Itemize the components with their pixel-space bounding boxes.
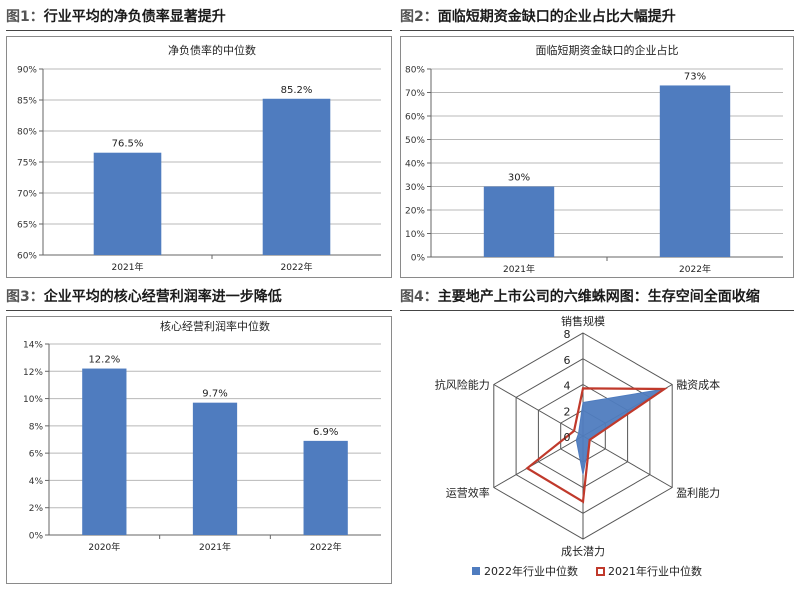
radar-axis-label: 融资成本 — [676, 378, 720, 392]
figure-number: 图4： — [400, 289, 438, 305]
y-tick-label: 12% — [23, 368, 43, 378]
chart-frame: 净负债率的中位数 60% 65% 70% 75% 80% 85% 90% 76.5% 2021年 8… — [6, 36, 392, 278]
bar — [192, 402, 238, 535]
bar-chart-net-debt: 净负债率的中位数 60% 65% 70% 75% 80% 85% 90% 76.5% 2021年 8… — [17, 43, 381, 273]
y-tick-label: 70% — [405, 89, 425, 99]
panel-net-debt-ratio: 图1：行业平均的净负债率显著提升 净负债率的中位数 60% 65% 70% 75% 80%… — [6, 6, 392, 278]
bar — [93, 152, 162, 255]
title-rule — [400, 310, 794, 311]
chart-frame: 核心经营利润率中位数 0% 2% 4% 6% 8% 10% 12% 14% 12.2% 2020年 9… — [6, 316, 392, 584]
panel-title: 图4：主要地产上市公司的六维蛛网图：生存空间全面收缩 — [400, 286, 794, 308]
data-label: 6.9% — [313, 427, 338, 438]
radar-axis-label: 销售规模 — [561, 314, 605, 328]
data-label: 30% — [508, 173, 530, 184]
panel-title: 图3：企业平均的核心经营利润率进一步降低 — [6, 286, 392, 308]
bar — [659, 85, 731, 257]
y-tick-label: 10% — [405, 230, 425, 240]
panel-funding-gap: 图2：面临短期资金缺口的企业占比大幅提升 面临短期资金缺口的企业占比 0% 10% 2… — [400, 6, 794, 278]
panel-title: 图1：行业平均的净负债率显著提升 — [6, 6, 392, 28]
bar — [483, 186, 555, 257]
bar — [262, 98, 331, 255]
chart-title: 面临短期资金缺口的企业占比 — [536, 43, 679, 57]
radar-axis-label: 成长潜力 — [561, 544, 605, 558]
title-rule — [400, 30, 794, 31]
bar — [82, 368, 127, 535]
radar-spoke — [493, 384, 584, 437]
legend-label: 2021年行业中位数 — [608, 564, 702, 578]
radar-spoke — [582, 435, 673, 488]
y-tick-label: 40% — [405, 160, 425, 170]
x-tick-label: 2022年 — [679, 263, 711, 275]
y-tick-label: 60% — [405, 113, 425, 123]
y-tick-label: 85% — [17, 97, 37, 107]
radar-series-polygon — [575, 388, 665, 475]
radar-tick-label: 2 — [564, 405, 571, 418]
x-tick-label: 2022年 — [281, 261, 313, 273]
y-tick-label: 80% — [405, 66, 425, 76]
panel-profit-margin: 图3：企业平均的核心经营利润率进一步降低 核心经营利润率中位数 0% 2% 4% 6% 8… — [6, 286, 392, 584]
y-tick-label: 75% — [17, 159, 37, 169]
legend-swatch — [472, 567, 480, 575]
bar-chart-funding-gap: 面临短期资金缺口的企业占比 0% 10% 20% 30% 40% 50% 60% 70% 80% 3… — [405, 43, 783, 275]
x-tick-label: 2021年 — [503, 263, 535, 275]
y-tick-label: 10% — [23, 395, 43, 405]
y-tick-label: 0% — [29, 532, 44, 542]
bar-chart-profit-margin: 核心经营利润率中位数 0% 2% 4% 6% 8% 10% 12% 14% 12.2% 2020年 9… — [23, 319, 381, 553]
radar-tick-label: 8 — [564, 328, 571, 341]
figure-title: 行业平均的净负债率显著提升 — [43, 9, 226, 25]
chart-title: 净负债率的中位数 — [168, 43, 256, 57]
figure-number: 图3： — [6, 289, 44, 305]
chart-frame: 面临短期资金缺口的企业占比 0% 10% 20% 30% 40% 50% 60% 70% 80% 3… — [400, 36, 794, 278]
y-tick-label: 70% — [17, 190, 37, 200]
y-tick-label: 65% — [17, 221, 37, 231]
y-tick-label: 20% — [405, 207, 425, 217]
y-tick-label: 6% — [29, 450, 44, 460]
x-tick-label: 2020年 — [88, 541, 120, 553]
radar-tick-label: 4 — [564, 380, 571, 393]
y-tick-label: 4% — [29, 477, 44, 487]
y-tick-label: 8% — [29, 422, 44, 432]
x-tick-label: 2021年 — [112, 261, 144, 273]
figure-number: 图1： — [6, 9, 44, 25]
radar-spoke — [493, 435, 584, 488]
y-tick-label: 0% — [411, 254, 426, 264]
radar-tick-label: 6 — [564, 354, 571, 367]
legend-label: 2022年行业中位数 — [484, 564, 578, 578]
radar-axis-label: 运营效率 — [446, 486, 490, 500]
y-tick-label: 90% — [17, 66, 37, 76]
y-tick-label: 80% — [17, 128, 37, 138]
legend-swatch — [596, 567, 605, 576]
y-tick-label: 2% — [29, 504, 44, 514]
data-label: 12.2% — [88, 355, 120, 366]
panel-radar: 图4：主要地产上市公司的六维蛛网图：生存空间全面收缩 0 2 4 6 8 销售规模融资成本… — [400, 286, 794, 584]
x-tick-label: 2022年 — [310, 541, 342, 553]
y-tick-label: 30% — [405, 183, 425, 193]
radar-tick-label: 0 — [564, 431, 571, 444]
bar — [303, 440, 348, 535]
data-label: 73% — [684, 71, 706, 82]
panel-title: 图2：面临短期资金缺口的企业占比大幅提升 — [400, 6, 794, 28]
figure-title: 面临短期资金缺口的企业占比大幅提升 — [437, 9, 676, 25]
radar-axis-label: 抗风险能力 — [435, 378, 490, 392]
title-rule — [6, 30, 392, 31]
figure-number: 图2： — [400, 9, 438, 25]
radar-series-polygon — [525, 387, 668, 504]
data-label: 76.5% — [112, 139, 144, 150]
y-tick-label: 14% — [23, 341, 43, 351]
title-rule — [6, 310, 392, 311]
figure-title: 主要地产上市公司的六维蛛网图：生存空间全面收缩 — [437, 289, 760, 305]
x-tick-label: 2021年 — [199, 541, 231, 553]
chart-title: 核心经营利润率中位数 — [160, 319, 270, 333]
data-label: 85.2% — [281, 85, 313, 96]
data-label: 9.7% — [202, 389, 227, 400]
y-tick-label: 50% — [405, 136, 425, 146]
figure-title: 企业平均的核心经营利润率进一步降低 — [43, 289, 282, 305]
radar-axis-label: 盈利能力 — [676, 486, 720, 500]
y-tick-label: 60% — [17, 252, 37, 262]
